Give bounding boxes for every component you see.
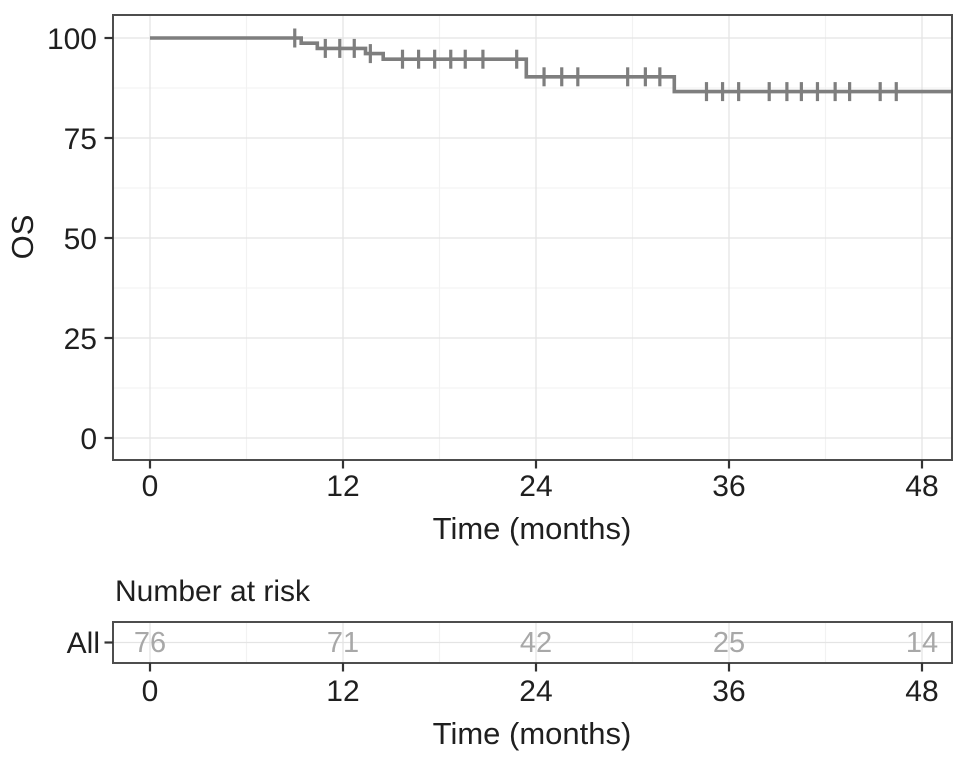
x-axis-title: Time (months) xyxy=(433,511,632,546)
risk-x-axis-title: Time (months) xyxy=(433,716,632,751)
risk-count: 42 xyxy=(520,627,552,659)
risk-count: 71 xyxy=(327,627,359,659)
y-axis-title: OS xyxy=(5,215,40,260)
y-tick-label: 75 xyxy=(64,123,97,156)
y-tick-label: 100 xyxy=(47,23,97,56)
risk-x-tick-label: 36 xyxy=(712,675,745,708)
x-tick-label: 0 xyxy=(142,470,159,503)
y-tick-label: 25 xyxy=(64,323,97,356)
risk-count: 76 xyxy=(134,627,166,659)
risk-x-tick-label: 48 xyxy=(905,675,938,708)
risk-strata-label: All xyxy=(67,627,100,660)
y-tick-label: 50 xyxy=(64,223,97,256)
risk-x-tick-label: 0 xyxy=(142,675,159,708)
risk-x-tick-label: 24 xyxy=(519,675,552,708)
x-tick-label: 12 xyxy=(326,470,359,503)
x-tick-label: 48 xyxy=(905,470,938,503)
x-tick-label: 24 xyxy=(519,470,552,503)
risk-count: 25 xyxy=(713,627,745,659)
km-step-curve xyxy=(150,36,953,94)
risk-table-title: Number at risk xyxy=(115,575,311,608)
y-tick-label: 0 xyxy=(80,423,97,456)
risk-x-tick-label: 12 xyxy=(326,675,359,708)
x-tick-label: 36 xyxy=(712,470,745,503)
risk-count: 14 xyxy=(906,627,938,659)
